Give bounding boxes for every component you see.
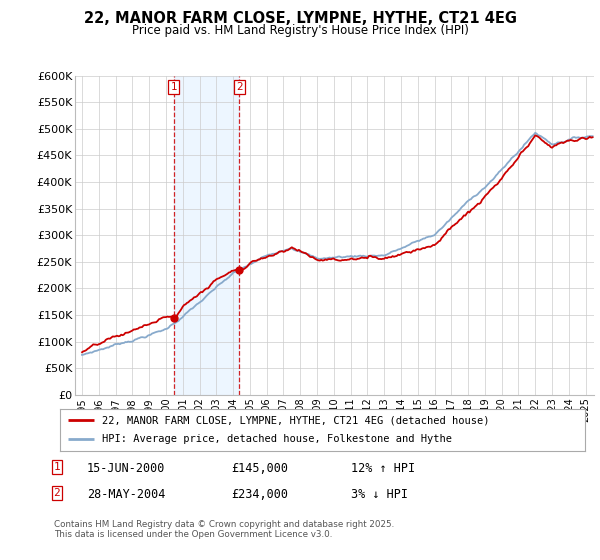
Text: 15-JUN-2000: 15-JUN-2000 xyxy=(87,462,166,475)
Text: 28-MAY-2004: 28-MAY-2004 xyxy=(87,488,166,501)
Text: 2: 2 xyxy=(53,488,61,498)
Text: £234,000: £234,000 xyxy=(231,488,288,501)
Text: 3% ↓ HPI: 3% ↓ HPI xyxy=(351,488,408,501)
Text: 12% ↑ HPI: 12% ↑ HPI xyxy=(351,462,415,475)
Bar xyxy=(173,76,239,395)
Text: Contains HM Land Registry data © Crown copyright and database right 2025.
This d: Contains HM Land Registry data © Crown c… xyxy=(54,520,394,539)
Text: 2: 2 xyxy=(236,82,243,92)
Text: 1: 1 xyxy=(53,462,61,472)
Text: HPI: Average price, detached house, Folkestone and Hythe: HPI: Average price, detached house, Folk… xyxy=(102,435,452,445)
Text: Price paid vs. HM Land Registry's House Price Index (HPI): Price paid vs. HM Land Registry's House … xyxy=(131,24,469,37)
Text: £145,000: £145,000 xyxy=(231,462,288,475)
Text: 1: 1 xyxy=(170,82,177,92)
Text: 22, MANOR FARM CLOSE, LYMPNE, HYTHE, CT21 4EG: 22, MANOR FARM CLOSE, LYMPNE, HYTHE, CT2… xyxy=(83,11,517,26)
Text: 22, MANOR FARM CLOSE, LYMPNE, HYTHE, CT21 4EG (detached house): 22, MANOR FARM CLOSE, LYMPNE, HYTHE, CT2… xyxy=(102,415,490,425)
